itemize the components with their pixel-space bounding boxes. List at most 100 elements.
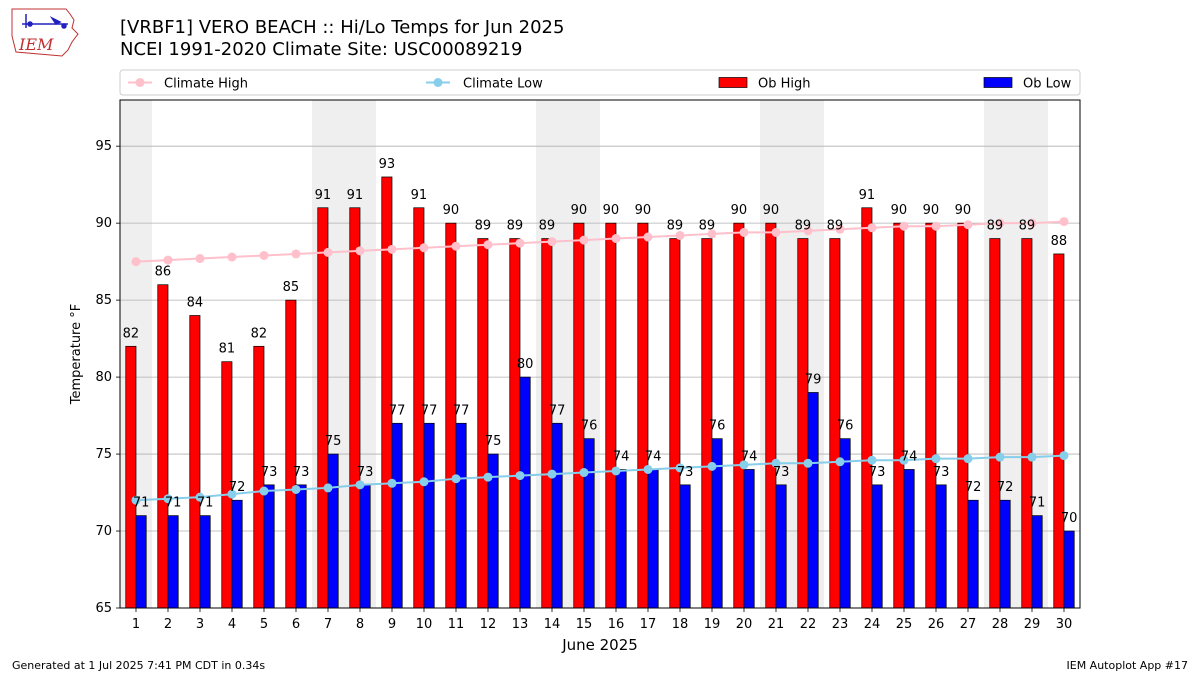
ob-high-bar [605,222,617,609]
ob-low-bar [455,422,467,609]
generated-timestamp: Generated at 1 Jul 2025 7:41 PM CDT in 0… [12,659,266,672]
ob-low-bar [935,484,947,609]
climate-low-point [771,458,781,468]
x-tick-label: 21 [768,617,785,632]
iem-logo: IEM [11,8,79,57]
ob-low-bar [263,484,275,609]
ob-high-bar [765,222,777,609]
x-tick-label: 19 [704,617,721,632]
x-axis-label: June 2025 [561,636,638,654]
ob-low-bar [615,469,627,609]
climate-high-point [291,249,301,259]
ob-low-label: 73 [357,465,374,480]
climate-high-point [707,229,717,239]
climate-low-point [803,458,813,468]
ob-low-bar [327,453,339,609]
climate-high-point [355,246,365,256]
x-tick-label: 2 [164,617,172,632]
climate-low-point [611,466,621,476]
climate-high-point [451,241,461,251]
x-tick-label: 1 [132,617,140,632]
climate-high-point [163,255,173,265]
x-tick-label: 6 [292,617,300,632]
climate-high-point [995,218,1005,228]
ob-high-label: 91 [411,188,428,203]
climate-high-point [867,223,877,233]
ob-low-label: 73 [773,465,790,480]
ob-high-label: 82 [251,326,268,341]
ob-high-bar [349,207,361,609]
climate-high-point [835,224,845,234]
ob-high-bar [125,345,137,609]
ob-high-label: 90 [603,203,620,218]
climate-low-point [515,471,525,481]
legend-ob-high-swatch [718,77,748,88]
weather-station-icon [22,14,68,29]
climate-high-point [227,252,237,262]
ob-low-bar [1031,515,1043,609]
ob-high-bar [797,238,809,609]
climate-high-point [131,257,141,267]
ob-low-label: 74 [613,449,630,464]
legend-ob-low-swatch [983,77,1013,88]
ob-high-label: 90 [955,203,972,218]
climate-high-point [1059,217,1069,227]
plot-frame [119,99,1081,609]
climate-low-point [995,452,1005,462]
ob-high-label: 89 [987,219,1004,234]
ob-high-bar [861,207,873,609]
climate-high-point [963,220,973,230]
climate-low-point [387,478,397,488]
climate-high-point [419,243,429,253]
climate-low-point [163,494,173,504]
x-tick-label: 27 [960,617,977,632]
x-tick-label: 28 [992,617,1009,632]
ob-low-label: 77 [389,403,406,418]
climate-high-point [739,227,749,237]
ob-high-bar [509,238,521,609]
climate-high-point [899,221,909,231]
ob-high-bar [733,222,745,609]
x-tick-label: 13 [512,617,529,632]
x-tick-label: 16 [608,617,625,632]
ob-high-label: 86 [155,265,172,280]
chart-subtitle: NCEI 1991-2020 Climate Site: USC00089219 [120,39,523,60]
x-tick-label: 11 [448,617,465,632]
x-tick-label: 18 [672,617,689,632]
ob-high-label: 82 [123,326,140,341]
ob-high-label: 89 [507,219,524,234]
climate-high-point [803,226,813,236]
ob-low-label: 70 [1061,511,1078,526]
climate-low-point [1059,451,1069,461]
ob-low-label: 79 [805,372,822,387]
ob-high-label: 89 [667,219,684,234]
legend-climate-high-label: Climate High [164,77,248,92]
ob-low-label: 75 [485,434,502,449]
x-tick-label: 15 [576,617,593,632]
ob-low-bar [167,515,179,609]
ob-low-label: 80 [517,357,534,372]
legend-ob-high-label: Ob High [758,77,811,92]
iowa-map-outline-icon [11,8,79,57]
climate-high-point [931,221,941,231]
climate-high-point [547,237,557,247]
legend-climate-low-marker [433,78,443,87]
x-tick-label: 23 [832,617,849,632]
legend-climate-low-label: Climate Low [463,77,543,92]
ob-high-label: 90 [923,203,940,218]
climate-low-point [579,468,589,478]
climate-high-point [643,232,653,242]
ob-high-bar [285,299,297,609]
climate-low-point [707,461,717,471]
climate-low-point [195,492,205,502]
ob-low-label: 74 [645,449,662,464]
climate-low-line [135,454,1065,502]
climate-high-point [259,250,269,260]
ob-high-label: 90 [443,203,460,218]
climate-high-point [771,227,781,237]
ob-low-label: 71 [1029,496,1046,511]
ob-low-label: 73 [261,465,278,480]
ob-low-label: 71 [165,496,182,511]
y-tick-label: 70 [95,524,112,539]
climate-low-point [451,474,461,484]
